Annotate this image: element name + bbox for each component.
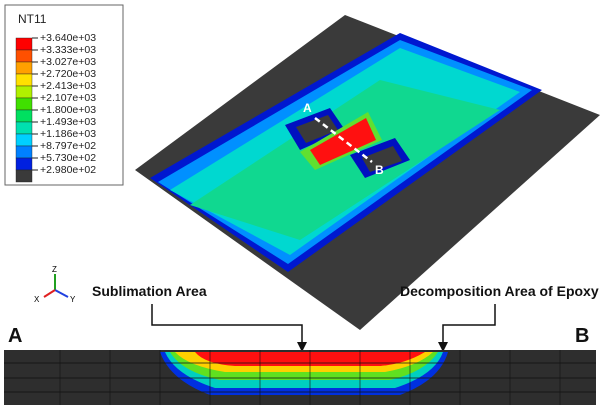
legend-swatch (16, 122, 32, 134)
triad-x: X (34, 295, 40, 304)
legend-label: +3.333e+03 (40, 44, 96, 56)
legend-label: +3.640e+03 (40, 32, 96, 44)
legend-swatch (16, 158, 32, 170)
legend-swatch (16, 98, 32, 110)
legend-swatch (16, 50, 32, 62)
arrow-sublimation (152, 304, 302, 348)
legend-label: +2.107e+03 (40, 92, 96, 104)
legend-label: +8.797e+02 (40, 140, 96, 152)
legend-label: +2.413e+03 (40, 80, 96, 92)
legend-label: +2.720e+03 (40, 68, 96, 80)
annotation-decomposition: Decomposition Area of Epoxy (400, 283, 599, 299)
legend-title: NT11 (18, 12, 47, 26)
legend: +3.640e+03+3.333e+03+3.027e+03+2.720e+03… (16, 32, 96, 182)
legend-label: +1.493e+03 (40, 116, 96, 128)
legend-swatch (16, 74, 32, 86)
legend-swatch (16, 134, 32, 146)
legend-swatch (16, 110, 32, 122)
annotation-sublimation: Sublimation Area (92, 283, 207, 299)
triad-y: Y (70, 295, 76, 304)
plate-label-b: B (375, 163, 384, 177)
legend-label: +1.800e+03 (40, 104, 96, 116)
legend-swatch (16, 86, 32, 98)
arrow-decomposition (443, 304, 495, 348)
legend-swatch (16, 38, 32, 50)
legend-label: +1.186e+03 (40, 128, 96, 140)
figure: A B NT11 +3.640e+03+3.333e+03+3.027e+03+… (0, 0, 601, 415)
triad-z: Z (52, 265, 57, 274)
legend-label: +2.980e+02 (40, 164, 96, 176)
section-label-b: B (575, 325, 589, 347)
legend-label: +5.730e+02 (40, 152, 96, 164)
axis-triad: Z Y X (34, 265, 76, 304)
plate-label-a: A (303, 101, 312, 115)
legend-swatch (16, 146, 32, 158)
legend-swatch (16, 170, 32, 182)
section-label-a: A (8, 325, 22, 347)
legend-label: +3.027e+03 (40, 56, 96, 68)
legend-swatch (16, 62, 32, 74)
